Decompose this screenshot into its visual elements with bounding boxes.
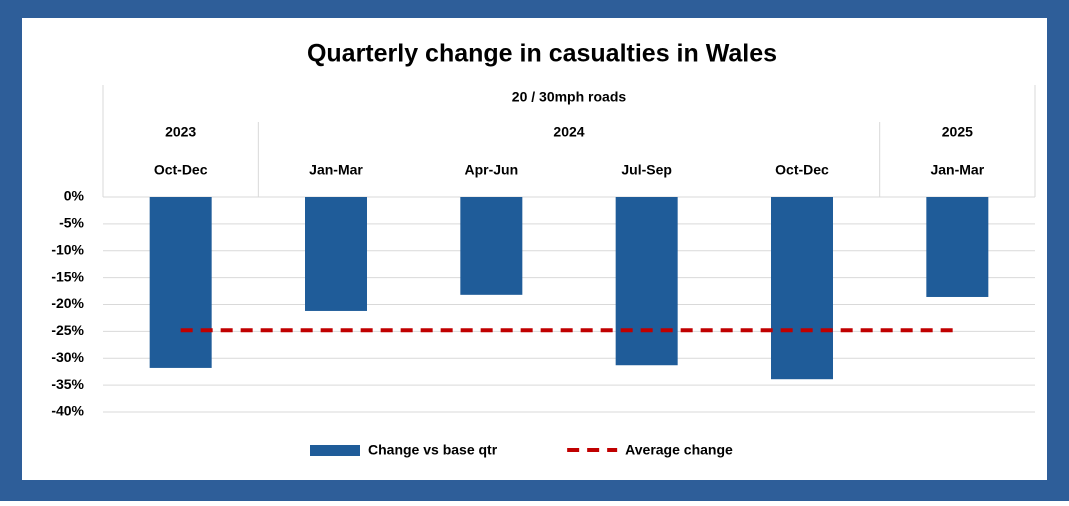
x-group-label: 2023 (165, 124, 196, 140)
legend-label: Change vs base qtr (368, 442, 498, 458)
legend-label: Average change (625, 442, 733, 458)
y-tick-label: -15% (51, 268, 84, 284)
bar (615, 197, 678, 366)
y-tick-label: 0% (64, 188, 85, 204)
y-tick-label: -25% (51, 322, 84, 338)
y-tick-label: -10% (51, 241, 84, 257)
x-tick-label: Jan-Mar (309, 162, 363, 178)
bar (460, 197, 523, 295)
y-tick-label: -35% (51, 376, 84, 392)
y-tick-label: -30% (51, 349, 84, 365)
y-tick-label: -40% (51, 403, 84, 419)
x-tick-label: Jul-Sep (621, 162, 672, 178)
x-tick-label: Apr-Jun (464, 162, 518, 178)
bar (149, 197, 212, 368)
chart-subtitle: 20 / 30mph roads (512, 89, 627, 105)
legend-swatch (310, 445, 360, 456)
x-group-label: 2024 (553, 124, 584, 140)
y-tick-label: -5% (59, 215, 84, 231)
x-tick-label: Oct-Dec (775, 162, 829, 178)
x-group-label: 2025 (942, 124, 973, 140)
bar (305, 197, 367, 311)
chart-title: Quarterly change in casualties in Wales (307, 40, 777, 68)
x-tick-label: Oct-Dec (154, 162, 208, 178)
bar (926, 197, 989, 297)
y-tick-label: -20% (51, 295, 84, 311)
bar (771, 197, 833, 380)
x-tick-label: Jan-Mar (930, 162, 984, 178)
